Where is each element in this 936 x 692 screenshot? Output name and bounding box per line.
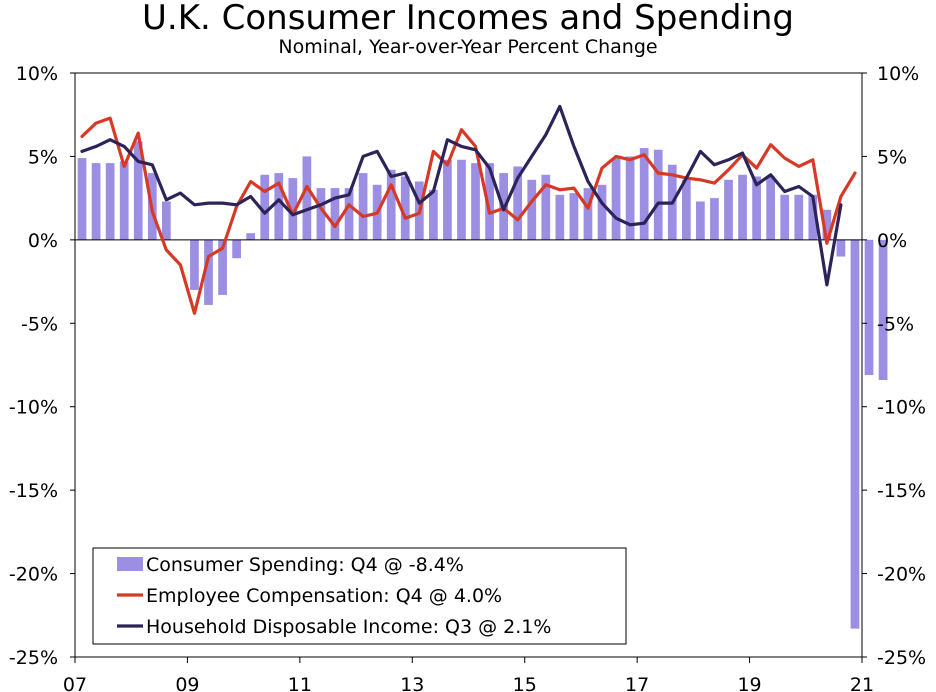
spending-bar xyxy=(204,239,213,305)
y-tick-label-right: -25% xyxy=(877,647,926,669)
spending-bar xyxy=(316,188,326,240)
legend-box xyxy=(92,547,627,645)
spending-bar xyxy=(766,176,776,240)
spending-bar xyxy=(864,239,874,376)
chart-title: U.K. Consumer Incomes and Spending xyxy=(142,0,794,38)
spending-bar xyxy=(232,239,241,259)
spending-bar xyxy=(611,158,621,240)
spending-bar xyxy=(386,169,396,240)
spending-bar xyxy=(597,184,607,240)
y-tick-label-right: 0% xyxy=(877,230,907,252)
spending-bar xyxy=(513,166,523,240)
spending-bar xyxy=(583,188,593,240)
spending-bar xyxy=(625,156,635,240)
y-tick-label-left: -20% xyxy=(9,564,58,586)
spending-bar xyxy=(738,174,747,240)
spending-bar xyxy=(822,209,832,240)
spending-bar xyxy=(541,174,551,240)
y-tick-label-right: -15% xyxy=(877,480,926,502)
x-tick-label: 07 xyxy=(63,674,87,692)
y-tick-label-left: 10% xyxy=(16,63,58,85)
spending-bar xyxy=(527,179,537,240)
spending-bar xyxy=(653,149,663,240)
spending-bar xyxy=(400,176,410,240)
compensation-line xyxy=(80,116,857,315)
spending-bar xyxy=(330,188,340,240)
spending-bar xyxy=(681,179,691,240)
spending-bar xyxy=(77,158,87,240)
spending-bar xyxy=(429,189,438,240)
spending-bar xyxy=(105,163,115,240)
income-line xyxy=(80,104,843,287)
spending-bar xyxy=(471,163,480,240)
y-tick-label-left: -15% xyxy=(9,480,58,502)
legend: Consumer Spending: Q4 @ -8.4% Employee Co… xyxy=(92,547,627,645)
legend-label-compensation: Employee Compensation: Q4 @ 4.0% xyxy=(146,585,502,607)
plot-frame xyxy=(74,72,863,658)
spending-bar xyxy=(91,163,101,240)
legend-label-spending: Consumer Spending: Q4 @ -8.4% xyxy=(146,554,464,576)
spending-bar xyxy=(485,163,494,240)
spending-bar xyxy=(119,161,129,240)
spending-bar xyxy=(710,198,719,240)
spending-bar xyxy=(752,176,761,240)
x-tick-label: 15 xyxy=(513,674,537,692)
spending-bar xyxy=(133,141,143,240)
x-tick-label: 09 xyxy=(175,674,199,692)
spending-bar xyxy=(878,239,888,381)
spending-bar xyxy=(850,239,860,629)
y-tick-label-left: 0% xyxy=(28,230,58,252)
spending-bar xyxy=(639,148,649,240)
spending-bar xyxy=(274,173,284,240)
x-tick-label: 19 xyxy=(737,674,761,692)
chart-subtitle: Nominal, Year-over-Year Percent Change xyxy=(278,36,658,58)
spending-bar xyxy=(161,201,171,240)
line-layer xyxy=(80,104,857,315)
spending-bar xyxy=(724,179,733,240)
y-tick-label-right: 10% xyxy=(877,63,919,85)
spending-bar xyxy=(190,239,199,290)
spending-bar xyxy=(302,156,312,240)
spending-bar xyxy=(569,193,579,240)
spending-bar xyxy=(358,173,368,240)
spending-bar xyxy=(344,188,354,240)
x-tick-label: 13 xyxy=(400,674,424,692)
spending-bar xyxy=(218,239,227,295)
spending-bar xyxy=(836,239,846,257)
spending-bar xyxy=(246,233,256,240)
spending-bar xyxy=(555,194,565,240)
spending-bar xyxy=(457,159,466,240)
spending-bar xyxy=(288,178,298,240)
x-tick-label: 21 xyxy=(850,674,874,692)
y-tick-label-left: 5% xyxy=(28,146,58,168)
legend-swatch-spending xyxy=(117,557,143,571)
x-tick-label: 11 xyxy=(288,674,312,692)
y-tick-label-left: -10% xyxy=(9,397,58,419)
y-tick-label-right: 5% xyxy=(877,146,907,168)
y-tick-label-left: -25% xyxy=(9,647,58,669)
spending-bar xyxy=(780,194,790,240)
spending-bar xyxy=(794,194,804,240)
y-tick-label-right: -5% xyxy=(877,313,914,335)
y-tick-label-right: -10% xyxy=(877,397,926,419)
spending-bar xyxy=(443,159,452,240)
x-tick-label: 17 xyxy=(625,674,649,692)
y-tick-label-right: -20% xyxy=(877,564,926,586)
axis-layer: 10% 10% 5% 5% 0% 0% -5% -5% -10% -10% -15% -15% -20%… xyxy=(9,63,926,692)
spending-bar xyxy=(808,194,818,240)
legend-label-income: Household Disposable Income: Q3 @ 2.1% xyxy=(146,616,551,638)
spending-bar xyxy=(260,174,270,240)
y-tick-label-left: -5% xyxy=(21,313,58,335)
spending-bar xyxy=(696,201,705,240)
